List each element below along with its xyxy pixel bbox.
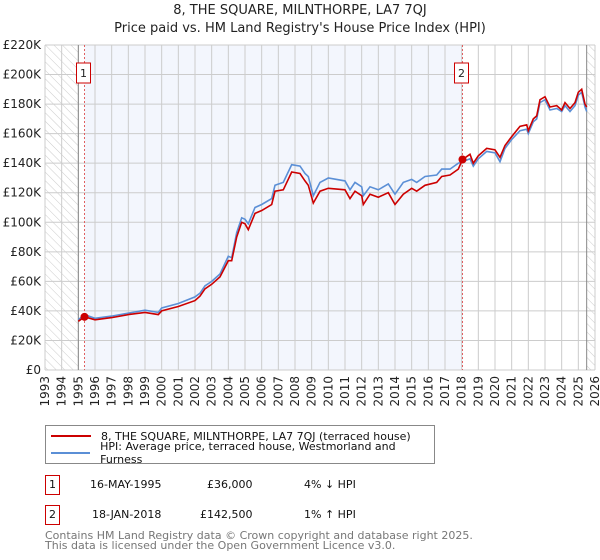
x-tick-label: 2011 [338,376,352,407]
x-tick-label: 1998 [121,376,135,407]
x-tick-label: 2024 [555,376,569,407]
transaction-date: 16-MAY-1995 [90,478,162,491]
y-tick-label: £60K [10,274,42,288]
ownership-shaded-region [84,45,463,370]
y-tick-label: £220K [3,38,43,52]
x-tick-label: 2013 [371,376,385,407]
legend-swatch-blue [51,452,91,454]
x-tick-label: 2000 [155,376,169,407]
transaction-price: £142,500 [200,508,253,521]
property-price-line [77,87,588,322]
y-tick-label: £160K [3,127,43,141]
chart-title: 8, THE SQUARE, MILNTHORPE, LA7 7QJ [173,3,427,18]
transaction-date: 18-JAN-2018 [92,508,162,521]
x-tick-label: 1995 [71,376,85,407]
y-tick-label: £80K [10,245,42,259]
x-tick-label: 2004 [221,376,235,407]
x-tick-label: 1999 [138,376,152,407]
hpi-line [77,90,588,321]
x-tick-label: 2020 [488,376,502,407]
hatched-region-after [586,45,595,370]
x-tick-label: 1994 [55,376,69,407]
sale-label-box [454,62,469,84]
legend-label: HPI: Average price, terraced house, West… [100,440,396,466]
transaction-number: 1 [45,475,60,495]
x-tick-label: 2009 [305,376,319,407]
sale-point [458,155,467,164]
legend-label: 8, THE SQUARE, MILNTHORPE, LA7 7QJ (terr… [101,429,411,443]
x-tick-label: 2008 [288,376,302,407]
x-tick-label: 2016 [421,376,435,407]
footer: Contains HM Land Registry data © Crown c… [45,529,473,552]
legend: 8, THE SQUARE, MILNTHORPE, LA7 7QJ (terr… [45,425,435,466]
x-tick-label: 2025 [571,376,585,407]
x-tick-label: 2003 [205,376,219,407]
x-tick-label: 2002 [188,376,202,407]
transaction-price: £36,000 [207,478,253,491]
x-tick-label: 1996 [88,376,102,407]
x-tick-label: 2021 [505,376,519,407]
sale-point [80,312,89,321]
legend-item-property: 8, THE SQUARE, MILNTHORPE, LA7 7QJ (terr… [46,428,411,444]
footer-licence: This data is licensed under the Open Gov… [45,539,396,552]
sale-label: 2 [458,67,465,80]
transaction-hpi: 1% ↑ HPI [304,508,356,521]
x-tick-label: 1997 [105,376,119,407]
footer-copyright: Contains HM Land Registry data © Crown c… [45,529,473,542]
legend-swatch-red [51,435,91,437]
y-tick-label: £140K [3,156,43,170]
sale-label: 1 [80,67,87,80]
price-chart: 1993 1994 1995 1996 1997 1998 1999 2000 2001 2002… [3,38,600,407]
x-tick-label: 2006 [255,376,269,407]
y-tick-label: £40K [10,304,42,318]
transaction-row: 1 16-MAY-1995 £36,000 4% ↓ HPI [45,475,445,495]
transaction-row: 2 18-JAN-2018 £142,500 1% ↑ HPI [45,505,445,525]
transaction-hpi: 4% ↓ HPI [304,478,356,491]
x-tick-label: 2019 [471,376,485,407]
x-tick-label: 2022 [521,376,535,407]
chart-subtitle: Price paid vs. HM Land Registry's House … [114,21,486,36]
y-tick-label: £200K [3,68,43,82]
x-tick-label: 2005 [238,376,252,407]
y-tick-label: £0 [26,363,41,377]
y-tick-label: £100K [3,215,43,229]
x-tick-label: 2012 [355,376,369,407]
x-tick-label: 2007 [271,376,285,407]
legend-item-hpi: HPI: Average price, terraced house, West… [46,440,434,466]
x-tick-label: 2023 [538,376,552,407]
y-tick-label: £20K [10,333,42,347]
x-tick-label: 2015 [405,376,419,407]
x-tick-label: 1993 [38,376,52,407]
transaction-number: 2 [45,505,60,525]
y-tick-label: £120K [3,186,43,200]
x-tick-label: 2010 [321,376,335,407]
x-tick-label: 2026 [588,376,600,407]
x-tick-label: 2017 [438,376,452,407]
y-tick-label: £180K [3,97,43,111]
sale-label-box [76,62,91,84]
x-tick-label: 2018 [455,376,469,407]
x-tick-label: 2014 [388,376,402,407]
x-tick-label: 2001 [171,376,185,407]
